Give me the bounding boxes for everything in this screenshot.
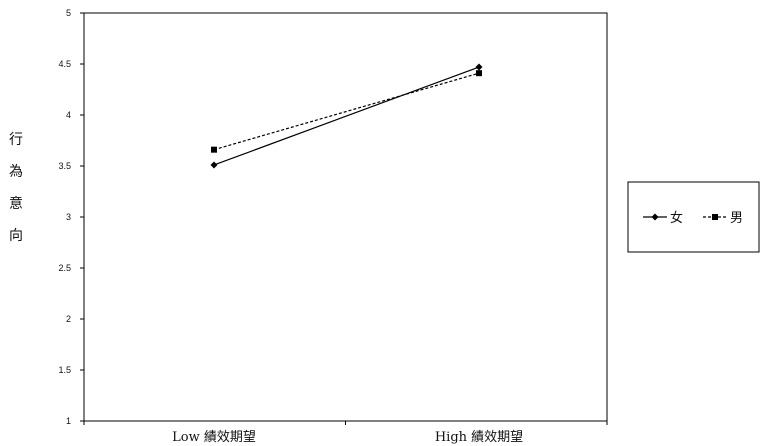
y-axis-label-char: 意: [9, 195, 23, 212]
y-tick-label: 1.5: [58, 365, 71, 375]
data-point-diamond: [651, 213, 659, 221]
y-tick-label: 4.5: [58, 59, 71, 69]
x-axis-ticks: Low 績效期望 High 績效期望: [83, 421, 608, 445]
y-tick-label: 3.5: [58, 161, 71, 171]
series-layer: [210, 63, 483, 169]
y-axis-ticks: 1 1.5 2 2.5 3 3.5 4 4.5 5: [58, 8, 84, 426]
x-category-label: Low 績效期望: [172, 429, 256, 445]
data-point-square: [476, 70, 482, 77]
y-tick-label: 2.5: [58, 263, 71, 273]
data-point-square: [712, 214, 718, 220]
y-axis-label-char: 為: [9, 164, 23, 180]
series-line-1: [213, 66, 480, 166]
data-point-diamond: [475, 63, 483, 71]
legend-label: 女: [670, 210, 683, 226]
plot-area: [83, 12, 608, 422]
series-line-2: [213, 72, 480, 151]
y-axis-label-char: 行: [9, 132, 23, 148]
legend: 女男: [627, 181, 760, 253]
data-point-diamond: [210, 161, 218, 169]
y-tick-label: 2: [66, 314, 71, 324]
y-tick-label: 4: [66, 110, 71, 120]
x-category-label: High 績效期望: [435, 429, 523, 445]
y-tick-label: 5: [66, 8, 71, 18]
data-point-square: [211, 146, 217, 153]
y-tick-label: 3: [66, 212, 71, 222]
y-tick-label: 1: [66, 416, 71, 426]
y-axis-label-char: 向: [9, 228, 23, 244]
legend-label: 男: [730, 211, 743, 226]
